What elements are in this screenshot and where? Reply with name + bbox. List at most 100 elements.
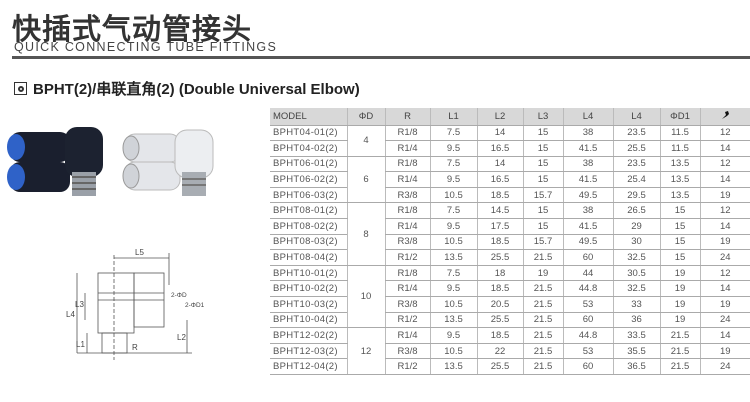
value-cell: 44.8 bbox=[562, 327, 613, 344]
value-cell: 44.8 bbox=[562, 280, 613, 298]
page-title: 快插式气动管接头 bbox=[12, 12, 253, 46]
value-cell: 15 bbox=[522, 171, 563, 188]
value-cell: 19 bbox=[659, 296, 700, 313]
value-cell: 13.5 bbox=[429, 312, 477, 329]
value-cell: R1/2 bbox=[384, 358, 430, 375]
model-cell: BPHT08-03(2) bbox=[270, 234, 347, 251]
divider bbox=[12, 56, 750, 59]
model-cell: BPHT12-02(2) bbox=[270, 327, 347, 344]
column-header: L4 bbox=[562, 108, 613, 126]
value-cell: 19 bbox=[699, 343, 750, 360]
value-cell: 9.5 bbox=[429, 171, 477, 188]
table-row: BPHT10-01(2) 10 R1/8 7.5 18 19 44 30.5 19 12 bbox=[270, 265, 750, 329]
value-cell: 38 bbox=[562, 156, 613, 173]
value-cell: 11.5 bbox=[659, 125, 700, 142]
value-cell: 19 bbox=[659, 312, 700, 329]
table-row: BPHT10-03(2) R3/8 10.5 20.5 21.5 53 33 19 19 bbox=[270, 296, 750, 313]
table-row: BPHT08-01(2) 8 R1/8 7.5 14.5 15 38 26.5 15 12 bbox=[270, 202, 750, 266]
value-cell: 12 bbox=[699, 202, 750, 220]
value-cell: 33 bbox=[612, 296, 660, 313]
value-cell: 53 bbox=[562, 296, 613, 313]
dim-label-d: 2-ΦD bbox=[171, 292, 187, 299]
value-cell: 41.5 bbox=[562, 218, 613, 235]
value-cell: R3/8 bbox=[384, 296, 430, 313]
table-row: BPHT10-02(2) R1/4 9.5 18.5 21.5 44.8 32.5 19 14 bbox=[270, 280, 750, 298]
model-cell: BPHT06-01(2) bbox=[270, 156, 347, 173]
value-cell: 36 bbox=[612, 312, 660, 329]
dim-label-l2: L2 bbox=[177, 333, 186, 342]
model-cell: BPHT10-01(2) bbox=[270, 265, 347, 282]
value-cell: 29 bbox=[612, 218, 660, 235]
value-cell: 30.5 bbox=[612, 265, 660, 282]
column-header: L3 bbox=[522, 108, 563, 126]
value-cell: 15 bbox=[522, 140, 563, 157]
column-header: ΦD1 bbox=[659, 108, 700, 126]
value-cell: 19 bbox=[522, 265, 563, 282]
column-header: L1 bbox=[429, 108, 477, 126]
value-cell: 36.5 bbox=[612, 358, 660, 375]
model-cell: BPHT12-04(2) bbox=[270, 358, 347, 375]
value-cell: 19 bbox=[699, 234, 750, 251]
value-cell: 22 bbox=[476, 343, 523, 360]
column-header: MODEL bbox=[270, 108, 347, 126]
value-cell: 10.5 bbox=[429, 343, 477, 360]
value-cell: 60 bbox=[562, 312, 613, 329]
value-cell: 24 bbox=[699, 249, 750, 266]
table-row: BPHT08-03(2) R3/8 10.5 18.5 15.7 49.5 30 15 19 bbox=[270, 234, 750, 251]
value-cell: 25.5 bbox=[476, 249, 523, 266]
value-cell: 15 bbox=[659, 202, 700, 220]
value-cell: 7.5 bbox=[429, 265, 477, 282]
value-cell: 21.5 bbox=[659, 358, 700, 375]
model-cell: BPHT12-03(2) bbox=[270, 343, 347, 360]
value-cell: 11.5 bbox=[659, 140, 700, 157]
value-cell: 18.5 bbox=[476, 327, 523, 344]
value-cell: 14 bbox=[699, 140, 750, 157]
dimension-drawing: L5 L4 L3 L1 L2 R 2-ΦD 2-ΦD1 bbox=[66, 248, 205, 360]
value-cell: 44 bbox=[562, 265, 613, 282]
table-row: BPHT12-03(2) R3/8 10.5 22 21.5 53 35.5 21.5 19 bbox=[270, 343, 750, 360]
tube-diameter-cell: 6 bbox=[346, 156, 385, 204]
dim-label-l3: L3 bbox=[75, 300, 84, 309]
value-cell: 13.5 bbox=[659, 156, 700, 173]
model-cell: BPHT04-01(2) bbox=[270, 125, 347, 142]
table-row: BPHT06-02(2) R1/4 9.5 16.5 15 41.5 25.4 13.5 14 bbox=[270, 171, 750, 188]
table-row: BPHT04-02(2) R1/4 9.5 16.5 15 41.5 25.5 11.5 14 bbox=[270, 140, 750, 157]
value-cell: 30 bbox=[612, 234, 660, 251]
value-cell: 13.5 bbox=[659, 171, 700, 188]
dim-label-d1: 2-ΦD1 bbox=[185, 302, 205, 309]
value-cell: 14 bbox=[699, 327, 750, 344]
value-cell: 18.5 bbox=[476, 187, 523, 204]
value-cell: 38 bbox=[562, 202, 613, 220]
value-cell: 21.5 bbox=[522, 327, 563, 344]
value-cell: 26.5 bbox=[612, 202, 660, 220]
value-cell: 19 bbox=[699, 187, 750, 204]
white-fitting-image bbox=[122, 129, 214, 196]
section-heading: BPHT(2)/串联直角(2) (Double Universal Elbow) bbox=[14, 78, 360, 99]
model-cell: BPHT06-02(2) bbox=[270, 171, 347, 188]
value-cell: 13.5 bbox=[659, 187, 700, 204]
value-cell: 53 bbox=[562, 343, 613, 360]
value-cell: 15 bbox=[659, 218, 700, 235]
value-cell: 15 bbox=[659, 234, 700, 251]
value-cell: 49.5 bbox=[562, 187, 613, 204]
column-header: R bbox=[384, 108, 430, 126]
value-cell: R3/8 bbox=[384, 343, 430, 360]
value-cell: 13.5 bbox=[429, 358, 477, 375]
value-cell: 7.5 bbox=[429, 125, 477, 142]
value-cell: 21.5 bbox=[522, 296, 563, 313]
value-cell: 15 bbox=[522, 125, 563, 142]
value-cell: 12 bbox=[699, 125, 750, 142]
value-cell: R1/8 bbox=[384, 265, 430, 282]
model-cell: BPHT08-01(2) bbox=[270, 202, 347, 220]
value-cell: 7.5 bbox=[429, 156, 477, 173]
dim-label-l5: L5 bbox=[135, 248, 144, 257]
value-cell: R1/4 bbox=[384, 280, 430, 298]
value-cell: R1/4 bbox=[384, 327, 430, 344]
value-cell: 10.5 bbox=[429, 187, 477, 204]
model-cell: BPHT06-03(2) bbox=[270, 187, 347, 204]
value-cell: 14 bbox=[476, 125, 523, 142]
value-cell: 15.7 bbox=[522, 187, 563, 204]
value-cell: 9.5 bbox=[429, 140, 477, 157]
wrench-icon bbox=[699, 108, 750, 126]
value-cell: 15 bbox=[659, 249, 700, 266]
